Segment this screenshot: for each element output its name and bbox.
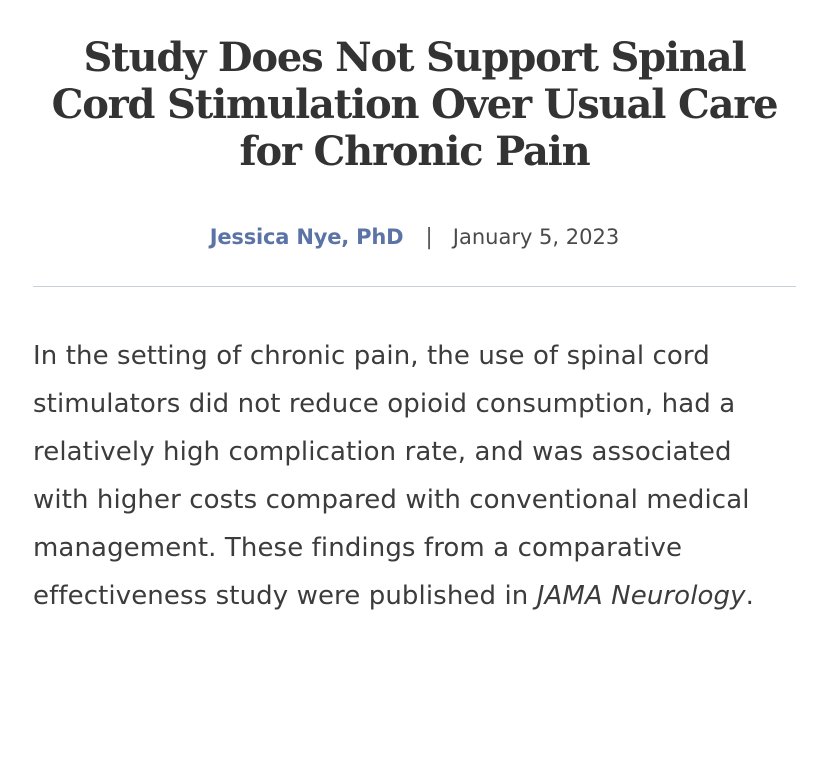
byline-separator: |	[425, 225, 433, 250]
summary-end: .	[745, 581, 754, 611]
journal-name: JAMA Neurology	[536, 581, 746, 611]
divider	[33, 286, 796, 287]
author-link[interactable]: Jessica Nye, PhD	[209, 225, 404, 249]
publish-date: January 5, 2023	[452, 225, 620, 249]
summary-text: In the setting of chronic pain, the use …	[33, 341, 750, 611]
article-summary: In the setting of chronic pain, the use …	[33, 332, 793, 620]
article: Study Does Not Support Spinal Cord Stimu…	[33, 34, 796, 620]
byline: Jessica Nye, PhD | January 5, 2023	[33, 224, 796, 251]
article-headline: Study Does Not Support Spinal Cord Stimu…	[51, 34, 779, 175]
